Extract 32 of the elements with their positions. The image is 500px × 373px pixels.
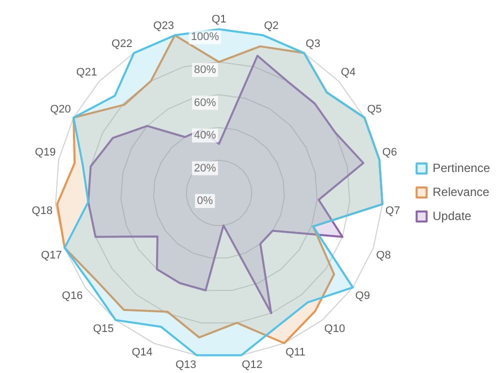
spoke-label: Q8: [376, 249, 391, 262]
spoke-label: Q3: [306, 38, 320, 50]
y-tick-label: 40%: [194, 130, 216, 142]
legend-label: Update: [432, 208, 472, 223]
spoke-label: Q19: [34, 146, 56, 158]
spoke-label: Q10: [324, 323, 346, 336]
spoke-label: Q13: [175, 358, 196, 371]
y-tick-label: 80%: [194, 64, 216, 76]
y-tick-label: 100%: [190, 31, 220, 44]
spoke-label: Q6: [382, 146, 397, 158]
spoke-label: Q21: [76, 66, 98, 79]
spoke-label: Q9: [355, 290, 370, 302]
spoke-label: Q5: [367, 104, 382, 116]
spoke-label: Q20: [50, 104, 71, 116]
spoke-label: Q14: [132, 346, 153, 359]
legend-label: Relevance: [432, 184, 490, 199]
legend-label: Pertinence: [432, 160, 490, 175]
spoke-label: Q23: [153, 20, 174, 32]
spoke-label: Q18: [32, 205, 53, 218]
spoke-label: Q1: [212, 14, 226, 26]
spoke-label: Q7: [385, 205, 400, 218]
spoke-label: Q4: [340, 66, 356, 79]
y-tick-label: 60%: [194, 96, 216, 109]
spoke-label: Q15: [92, 323, 114, 336]
y-tick-label: 20%: [194, 162, 216, 174]
spoke-label: Q16: [62, 290, 83, 302]
spoke-label: Q22: [112, 38, 132, 50]
spoke-label: Q12: [242, 358, 263, 371]
spoke-label: Q17: [41, 249, 62, 262]
y-tick-label: 0%: [197, 195, 214, 208]
spoke-label: Q11: [285, 346, 306, 359]
spoke-label: Q2: [264, 20, 279, 32]
